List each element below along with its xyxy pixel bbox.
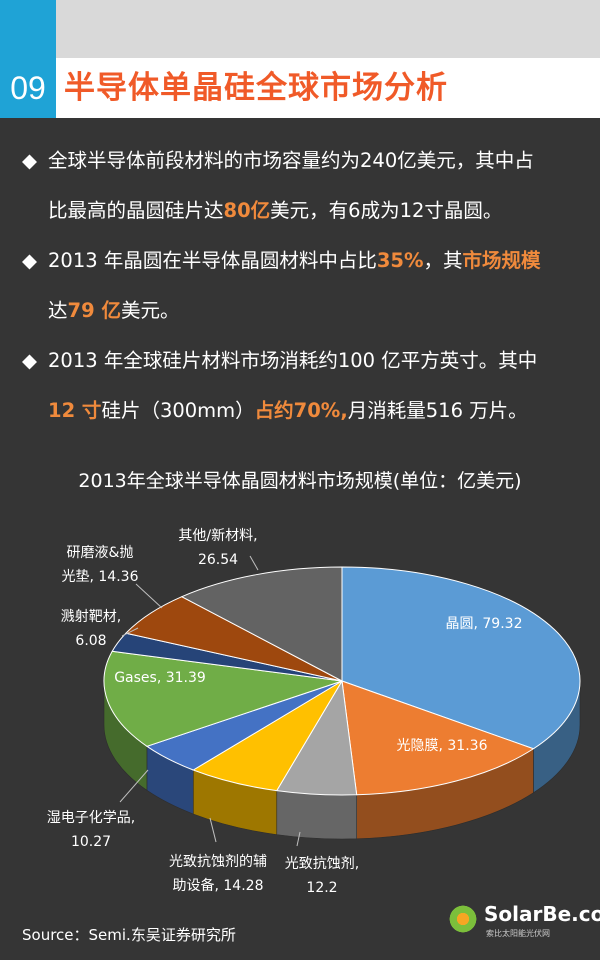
- bullet-item: ◆ 2013 年全球硅片材料市场消耗约100 亿平方英寸。其中 12 寸硅片（300…: [22, 336, 587, 436]
- bullet-line: 2013 年全球硅片材料市场消耗约100 亿平方英寸。其中: [48, 336, 587, 386]
- title-banner: [0, 58, 600, 118]
- bullet-text: 全球半导体前段材料的市场容量约为240亿美元，其中占: [48, 149, 534, 172]
- chart-title: 2013年全球半导体晶圆材料市场规模(单位：亿美元): [78, 470, 522, 492]
- bullet-line: 12 寸硅片（300mm）占约70%,月消耗量516 万片。: [48, 386, 587, 436]
- leader-line: [135, 583, 163, 609]
- bullet-item: ◆ 2013 年晶圆在半导体晶圆材料中占比35%，其市场规模 达79 亿美元。: [22, 236, 587, 336]
- pie-side: [276, 790, 357, 840]
- diamond-bullet-icon: ◆: [22, 149, 37, 172]
- leader-line: [121, 627, 139, 637]
- bullet-text: 美元。: [120, 299, 180, 322]
- highlight-text: 35%: [376, 249, 424, 272]
- pie-slice: [341, 566, 581, 750]
- slice-label: 光致抗蚀剂的辅助设备, 14.28: [169, 854, 267, 894]
- logo-subtext: 索比太阳能光伏网: [486, 929, 550, 938]
- bullet-text: ，其: [423, 249, 463, 272]
- slice-label: 研磨液&抛光垫, 14.36: [62, 545, 139, 585]
- bullet-text: 2013 年全球硅片材料市场消耗约100 亿平方英寸。其中: [48, 349, 538, 372]
- leader-line: [296, 831, 301, 847]
- highlight-text: 12 寸: [48, 399, 102, 422]
- leader-line: [249, 555, 259, 571]
- slice-label: 湿电子化学品, 10.27: [47, 810, 135, 850]
- pie-slice: [180, 566, 343, 682]
- pie-slice: [103, 650, 343, 747]
- page-title: 半导体单晶硅全球市场分析: [64, 70, 448, 106]
- bullet-list: ◆ 全球半导体前段材料的市场容量约为240亿美元，其中占 比最高的晶圆硅片达80亿美…: [22, 136, 587, 436]
- highlight-text: 市场规模: [462, 249, 541, 272]
- bullet-item: ◆ 全球半导体前段材料的市场容量约为240亿美元，其中占 比最高的晶圆硅片达80亿美…: [22, 136, 587, 236]
- bullet-text: 达: [48, 299, 68, 322]
- diamond-bullet-icon: ◆: [22, 249, 37, 272]
- title-accent: [0, 58, 56, 118]
- leader-line: [209, 817, 217, 843]
- diamond-bullet-icon: ◆: [22, 349, 37, 372]
- pie-slice: [341, 680, 535, 796]
- logo-text: SolarBe.com: [484, 902, 600, 926]
- slice-label: Gases, 31.39: [114, 670, 206, 686]
- section-number: 09: [10, 70, 46, 106]
- slice-label: 光致抗蚀剂, 12.2: [285, 856, 359, 896]
- bullet-text: 比最高的晶圆硅片达: [48, 199, 224, 222]
- top-accent: [0, 0, 56, 58]
- bullet-text: 美元，有6成为12寸晶圆。: [270, 199, 503, 222]
- flower-logo-icon: [446, 902, 480, 936]
- slice-label: 晶圆, 79.32: [446, 616, 523, 632]
- bullet-text: 硅片（300mm）: [101, 399, 255, 422]
- highlight-text: 80亿: [223, 199, 271, 222]
- slice-label: 光隐膜, 31.36: [397, 738, 488, 754]
- bullet-text: 2013 年晶圆在半导体晶圆材料中占比: [48, 249, 377, 272]
- bullet-line: 比最高的晶圆硅片达80亿美元，有6成为12寸晶圆。: [48, 186, 587, 236]
- highlight-text: 占约70%,: [254, 399, 348, 422]
- bullet-line: 2013 年晶圆在半导体晶圆材料中占比35%，其市场规模: [48, 236, 587, 286]
- highlight-text: 79 亿: [67, 299, 121, 322]
- leader-line: [119, 769, 149, 803]
- solarbe-logo: SolarBe.com 索比太阳能光伏网: [446, 900, 600, 944]
- source-note: Source：Semi.东吴证券研究所: [22, 926, 236, 944]
- slice-label: 溅射靶材, 6.08: [61, 609, 121, 649]
- bullet-text: 月消耗量516 万片。: [347, 399, 528, 422]
- top-banner: [0, 0, 600, 58]
- bullet-line: 全球半导体前段材料的市场容量约为240亿美元，其中占: [48, 136, 587, 186]
- bullet-line: 达79 亿美元。: [48, 286, 587, 336]
- slice-label: 其他/新材料, 26.54: [178, 528, 257, 568]
